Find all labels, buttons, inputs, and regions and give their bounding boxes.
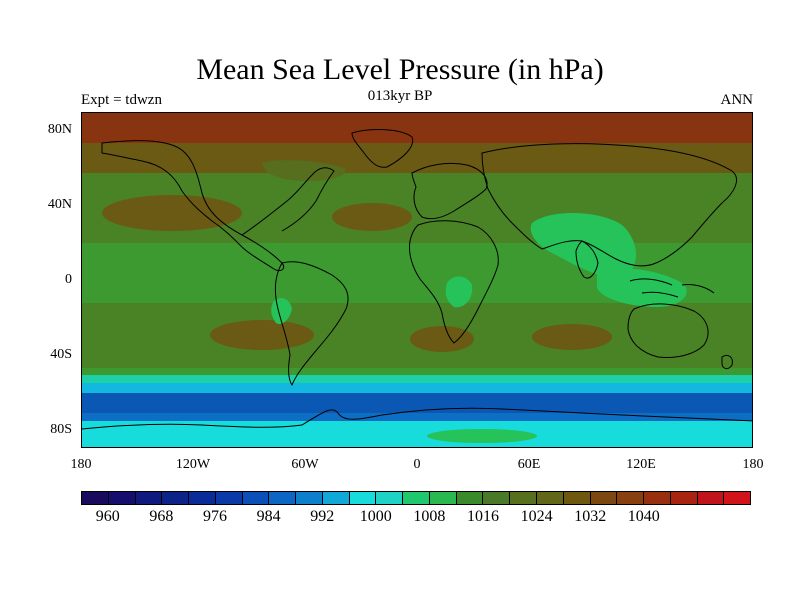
colorbar-swatch: [296, 492, 323, 504]
coast-india: [575, 240, 599, 279]
colorbar-label: 960: [95, 508, 120, 525]
colorbar: [81, 491, 751, 505]
lon-label-0: 0: [413, 457, 421, 472]
colorbar-label: 992: [310, 508, 335, 525]
coast-antarctica: [82, 407, 752, 430]
colorbar-swatch: [322, 492, 350, 504]
map-title: Mean Sea Level Pressure (in hPa): [196, 53, 604, 86]
field-polar-high: [82, 113, 752, 143]
lon-label-180w: 180: [70, 457, 92, 472]
coast-north-america-east: [241, 167, 335, 236]
colorbar-swatch: [563, 492, 591, 504]
lon-label-120w: 120W: [175, 457, 211, 472]
lon-label-120e: 120E: [626, 457, 656, 472]
colorbar-swatch: [724, 492, 751, 504]
colorbar-label: 1016: [467, 508, 499, 525]
lat-label-80n: 80N: [47, 122, 72, 137]
colorbar-label: 1024: [520, 508, 553, 525]
colorbar-label: 984: [256, 508, 281, 525]
colorbar-swatch: [269, 492, 297, 504]
time-label: 013kyr BP: [367, 88, 433, 104]
colorbar-swatch: [429, 492, 457, 504]
colorbar-swatch: [135, 492, 163, 504]
colorbar-label: 1000: [359, 508, 392, 525]
field-africa-low: [445, 276, 473, 308]
colorbar-label: 976: [203, 508, 227, 525]
colorbar-swatch: [697, 492, 725, 504]
field-north-atlantic-high: [332, 203, 412, 231]
colorbar-swatch: [108, 492, 136, 504]
field-southern-band-4: [82, 393, 752, 415]
field-south-pacific-high: [210, 320, 314, 350]
coast-new-zealand: [721, 354, 733, 370]
colorbar-swatch: [590, 492, 618, 504]
colorbar-swatch: [537, 492, 564, 504]
colorbar-swatch: [162, 492, 190, 504]
colorbar-swatch: [617, 492, 645, 504]
field-indian-ocean-high: [532, 324, 612, 350]
colorbar-label: 1032: [574, 508, 607, 525]
field-antarctic-band: [82, 421, 752, 447]
colorbar-label: 968: [149, 508, 174, 525]
field-asia-low: [530, 213, 637, 277]
colorbar-swatch: [670, 492, 698, 504]
coast-asia: [481, 143, 737, 267]
colorbar-swatch: [189, 492, 216, 504]
lon-label-60e: 60E: [517, 457, 541, 472]
colorbar-swatch: [456, 492, 484, 504]
coast-north-america: [101, 140, 285, 272]
coast-europe: [411, 162, 488, 220]
pressure-map: [81, 112, 753, 448]
colorbar-swatch: [215, 492, 243, 504]
field-north-pacific-low: [262, 160, 346, 181]
field-north-pacific-high: [102, 195, 242, 231]
field-southern-band-3: [82, 383, 752, 395]
colorbar-swatch: [644, 492, 671, 504]
lat-label-0: 0: [65, 272, 72, 287]
pressure-field: [82, 113, 752, 447]
field-antarctic-high: [427, 429, 537, 443]
coast-africa: [409, 220, 499, 344]
season-label: ANN: [720, 92, 754, 108]
colorbar-swatch: [510, 492, 538, 504]
lat-label-80s: 80S: [50, 422, 72, 437]
colorbar-swatch: [376, 492, 404, 504]
colorbar-swatch: [403, 492, 430, 504]
lon-label-60w: 60W: [291, 457, 319, 472]
lon-label-180e: 180: [742, 457, 764, 472]
coastlines: [82, 129, 752, 430]
coast-greenland: [351, 129, 414, 168]
colorbar-label: 1008: [413, 508, 446, 525]
colorbar-label: 1040: [627, 508, 660, 525]
experiment-label: Expt = tdwzn: [81, 92, 162, 108]
colorbar-swatch: [242, 492, 270, 504]
field-maritime-low: [597, 268, 687, 307]
colorbar-swatch: [349, 492, 377, 504]
coast-south-america: [274, 261, 349, 387]
lat-label-40n: 40N: [47, 197, 72, 212]
coast-australia: [627, 303, 709, 358]
colorbar-swatch: [483, 492, 511, 504]
field-south-america-low: [271, 297, 292, 325]
coast-indonesia: [629, 278, 715, 298]
lat-label-40s: 40S: [50, 347, 72, 362]
colorbar-swatch: [82, 492, 109, 504]
field-south-atlantic-high: [410, 326, 474, 352]
